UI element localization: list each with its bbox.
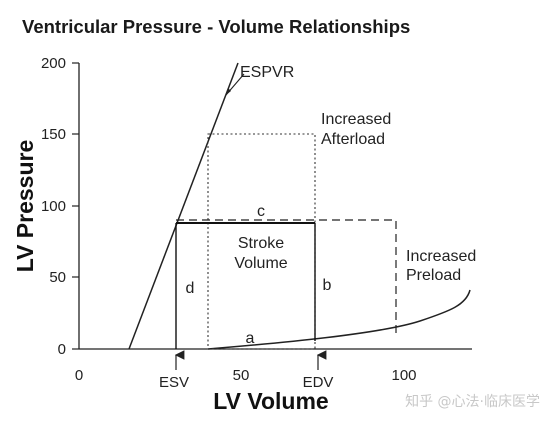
stroke-volume-label-line1: Stroke — [238, 235, 284, 252]
x-axis-title: LV Volume — [213, 388, 328, 414]
y-tick-label-100: 100 — [41, 198, 66, 215]
edv-label: EDV — [303, 374, 334, 391]
y-tick-label-200: 200 — [41, 55, 66, 72]
preload-label-line1: Increased — [406, 248, 476, 265]
watermark-text: 知乎 @心法·临床医学 — [405, 393, 540, 410]
x-tick-label-50: 50 — [233, 367, 250, 384]
edpvr-curve — [207, 289, 471, 350]
espvr-pointer-arrowhead — [226, 88, 231, 95]
espvr-label: ESPVR — [240, 64, 294, 81]
y-tick-label-0: 0 — [58, 341, 66, 358]
y-axis-title: LV Pressure — [12, 140, 38, 273]
stroke-volume-label-line2: Volume — [234, 255, 287, 272]
y-axis-ticks — [72, 62, 79, 350]
afterload-label-line2: Afterload — [321, 131, 385, 148]
x-tick-label-100: 100 — [391, 367, 416, 384]
y-tick-label-50: 50 — [49, 269, 66, 286]
preload-loop — [176, 219, 397, 333]
label-d: d — [186, 280, 195, 297]
esv-label: ESV — [159, 374, 189, 391]
diagram-title: Ventricular Pressure - Volume Relationsh… — [22, 16, 410, 37]
y-tick-label-150: 150 — [41, 126, 66, 143]
label-a: a — [246, 330, 255, 347]
preload-label-line2: Preload — [406, 267, 461, 284]
label-b: b — [323, 277, 332, 294]
espvr-line — [128, 62, 239, 350]
afterload-label-line1: Increased — [321, 111, 391, 128]
label-c: c — [257, 203, 265, 220]
afterload-loop — [207, 133, 316, 350]
x-tick-label-0: 0 — [75, 367, 83, 384]
